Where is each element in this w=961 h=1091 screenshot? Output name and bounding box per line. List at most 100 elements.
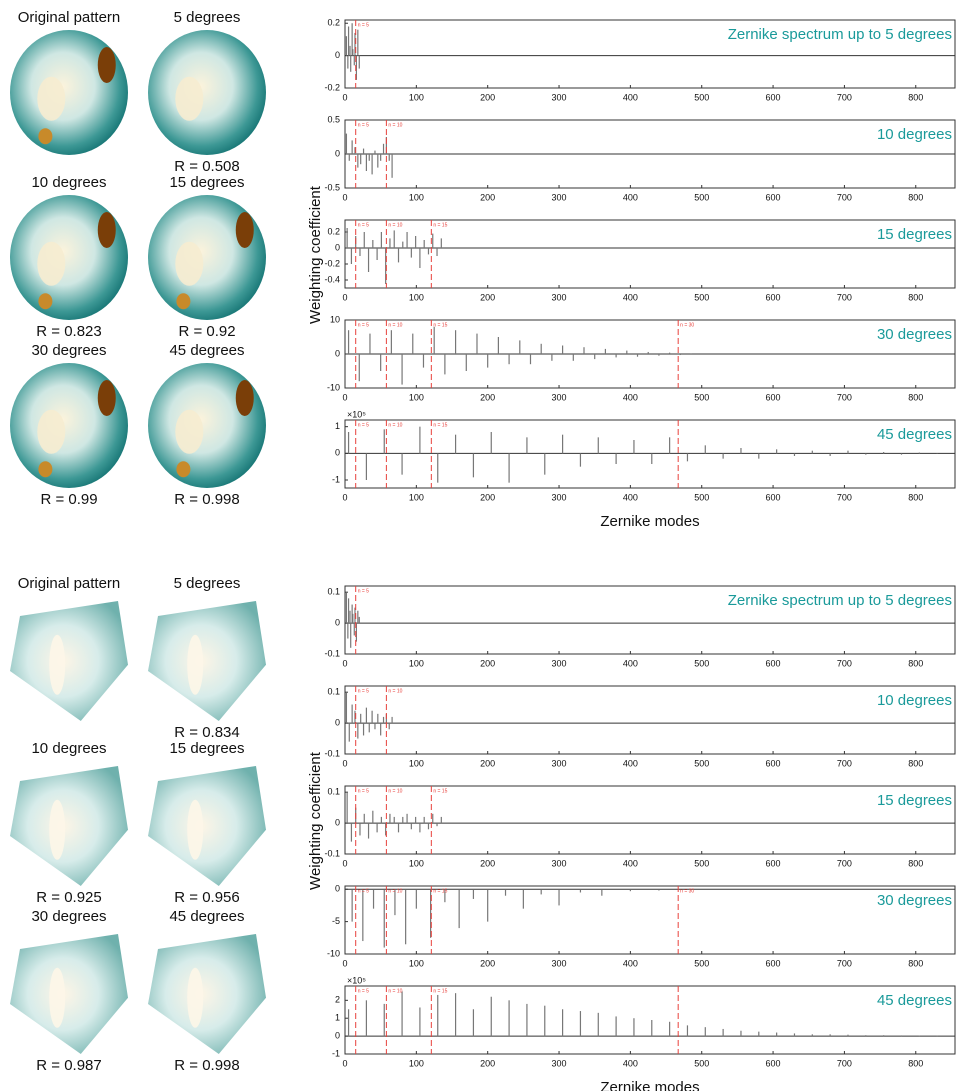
cutoff-label: n = 10 (388, 988, 402, 994)
image-blob (98, 212, 116, 248)
x-tick-label: 300 (552, 1058, 567, 1068)
x-tick-label: 300 (552, 292, 567, 302)
heatmap-image (10, 363, 128, 488)
image-shape (148, 601, 266, 721)
chart-title: 15 degrees (877, 226, 952, 243)
r-value: R = 0.925 (36, 889, 101, 906)
x-tick-label: 300 (552, 392, 567, 402)
chart-title: 45 degrees (877, 426, 952, 443)
x-tick-label: 0 (342, 92, 347, 102)
x-tick-label: 0 (342, 1058, 347, 1068)
y-tick-label: -10 (327, 382, 340, 392)
x-tick-label: 600 (766, 492, 781, 502)
x-tick-label: 200 (480, 858, 495, 868)
axes-box (345, 786, 955, 854)
cutoff-label: n = 15 (433, 322, 447, 328)
image-title: 5 degrees (174, 575, 241, 592)
r-value: R = 0.956 (174, 889, 239, 906)
x-tick-label: 0 (342, 658, 347, 668)
y-tick-label: -0.5 (324, 182, 340, 192)
y-tick-label: -1 (332, 1048, 340, 1058)
y-tick-label: 0.1 (327, 787, 340, 797)
x-tick-label: 200 (480, 92, 495, 102)
x-tick-label: 300 (552, 658, 567, 668)
cutoff-label: n = 10 (388, 122, 402, 128)
x-tick-label: 600 (766, 92, 781, 102)
x-tick-label: 0 (342, 758, 347, 768)
x-tick-label: 400 (623, 92, 638, 102)
x-tick-label: 600 (766, 758, 781, 768)
image-title: 5 degrees (174, 9, 241, 26)
x-tick-label: 600 (766, 658, 781, 668)
x-tick-label: 400 (623, 492, 638, 502)
x-tick-label: 500 (694, 958, 709, 968)
y-axis-label: Weighting coefficient (307, 751, 324, 890)
x-tick-label: 700 (837, 192, 852, 202)
heatmap-image (10, 934, 128, 1054)
image-blob (49, 968, 65, 1028)
r-value: R = 0.823 (36, 323, 101, 340)
axes-box (345, 986, 955, 1054)
x-tick-label: 300 (552, 192, 567, 202)
y-tick-label: -0.1 (324, 648, 340, 658)
image-title: 15 degrees (169, 174, 244, 191)
image-shape (10, 601, 128, 721)
y-tick-label: 0 (335, 884, 340, 894)
cutoff-label: n = 10 (388, 322, 402, 328)
y-tick-label: 0 (335, 817, 340, 827)
image-blob (49, 635, 65, 695)
image-blob (176, 461, 190, 477)
y-tick-label: 1 (335, 421, 340, 431)
heatmap-image (148, 30, 266, 155)
x-tick-label: 200 (480, 658, 495, 668)
y-tick-label: 1 (335, 1013, 340, 1023)
x-tick-label: 600 (766, 192, 781, 202)
x-tick-label: 700 (837, 758, 852, 768)
y-tick-label: 0 (335, 242, 340, 252)
x-tick-label: 700 (837, 658, 852, 668)
cutoff-label: n = 5 (358, 788, 369, 794)
x-tick-label: 700 (837, 292, 852, 302)
heatmap-image (10, 601, 128, 721)
y-tick-label: 0.2 (327, 226, 340, 236)
x-tick-label: 600 (766, 392, 781, 402)
heatmap-image (10, 195, 128, 320)
cutoff-label: n = 15 (433, 888, 447, 894)
x-tick-label: 500 (694, 492, 709, 502)
x-tick-label: 500 (694, 92, 709, 102)
y-tick-label: 0 (335, 50, 340, 60)
x-tick-label: 800 (908, 758, 923, 768)
x-tick-label: 800 (908, 658, 923, 668)
x-tick-label: 100 (409, 758, 424, 768)
x-tick-label: 400 (623, 758, 638, 768)
y-axis-label: Weighting coefficient (307, 185, 324, 324)
r-value: R = 0.987 (36, 1057, 101, 1074)
image-title: 45 degrees (169, 342, 244, 359)
scale-label: ×10⁵ (347, 975, 366, 985)
cutoff-label: n = 5 (358, 322, 369, 328)
x-tick-label: 800 (908, 492, 923, 502)
x-tick-label: 700 (837, 92, 852, 102)
r-value: R = 0.508 (174, 158, 239, 175)
x-tick-label: 0 (342, 292, 347, 302)
x-tick-label: 200 (480, 758, 495, 768)
heatmap-image (10, 30, 128, 155)
heatmap-image (148, 601, 266, 721)
image-blob (175, 242, 203, 286)
image-blob (98, 47, 116, 83)
x-tick-label: 600 (766, 292, 781, 302)
heatmap-image (10, 766, 128, 886)
cutoff-label: n = 15 (433, 222, 447, 228)
x-tick-label: 100 (409, 858, 424, 868)
cutoff-label: n = 10 (388, 222, 402, 228)
image-title: 30 degrees (31, 908, 106, 925)
y-tick-label: 0.1 (327, 687, 340, 697)
image-shape (10, 934, 128, 1054)
x-tick-label: 100 (409, 92, 424, 102)
x-tick-label: 800 (908, 192, 923, 202)
x-tick-label: 300 (552, 758, 567, 768)
image-blob (187, 968, 203, 1028)
x-tick-label: 500 (694, 292, 709, 302)
x-tick-label: 600 (766, 1058, 781, 1068)
y-tick-label: 0 (335, 1030, 340, 1040)
